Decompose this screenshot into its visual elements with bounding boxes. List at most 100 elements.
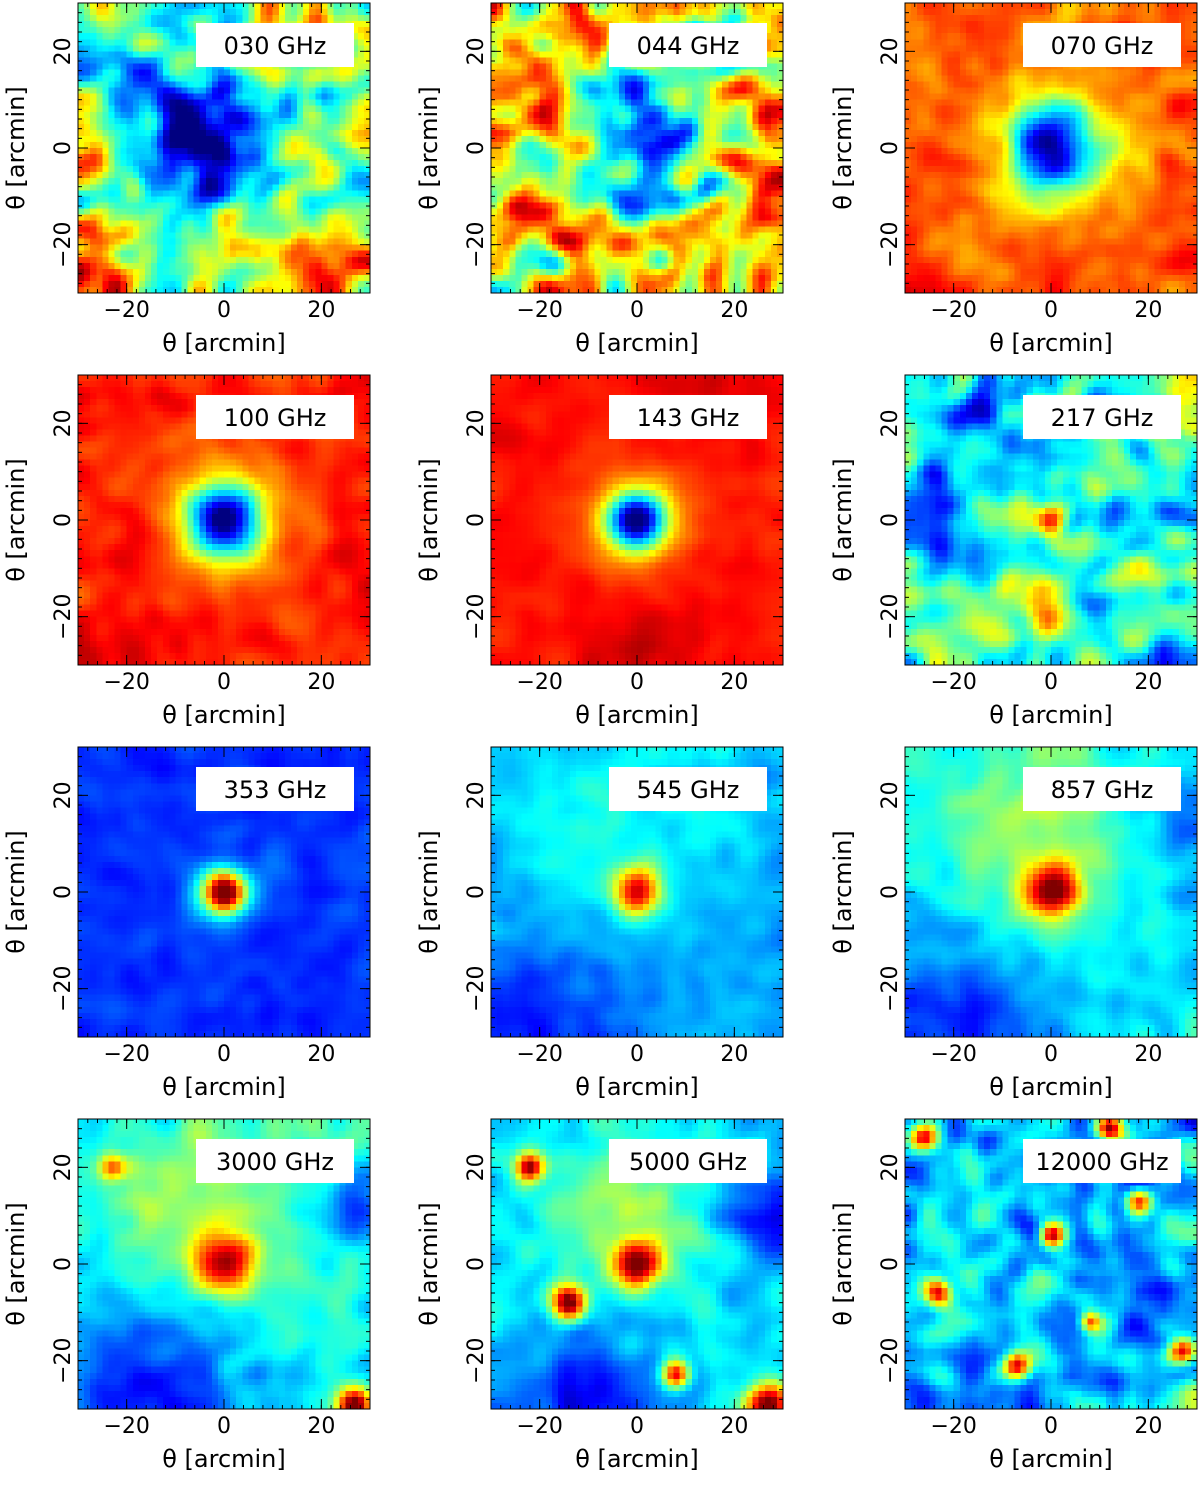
heatmap-cell bbox=[108, 51, 115, 58]
heatmap-cell bbox=[285, 118, 292, 125]
heatmap-cell bbox=[534, 45, 541, 52]
heatmap-cell bbox=[631, 257, 638, 264]
heatmap-cell bbox=[607, 269, 614, 276]
heatmap-cell bbox=[224, 178, 231, 185]
heatmap-cell bbox=[661, 233, 668, 240]
heatmap-cell bbox=[334, 190, 341, 197]
heatmap-cell bbox=[771, 15, 778, 22]
heatmap-cell bbox=[346, 130, 353, 137]
heatmap-cell bbox=[96, 39, 103, 46]
heatmap-cell bbox=[546, 148, 553, 155]
heatmap-cell bbox=[181, 263, 188, 270]
heatmap-cell bbox=[649, 82, 656, 89]
heatmap-cell bbox=[346, 263, 353, 270]
heatmap-cell bbox=[285, 112, 292, 119]
heatmap-cell bbox=[163, 227, 170, 234]
heatmap-cell bbox=[674, 166, 681, 173]
heatmap-cell bbox=[321, 196, 328, 203]
heatmap-cell bbox=[692, 275, 699, 282]
heatmap-cell bbox=[315, 257, 322, 264]
heatmap-cell bbox=[619, 233, 626, 240]
heatmap-cell bbox=[771, 166, 778, 173]
heatmap-cell bbox=[570, 239, 577, 246]
heatmap-cell bbox=[133, 202, 140, 209]
heatmap-cell bbox=[242, 208, 249, 215]
heatmap-cell bbox=[309, 221, 316, 228]
heatmap-cell bbox=[570, 88, 577, 95]
heatmap-cell bbox=[291, 251, 298, 258]
heatmap-cell bbox=[340, 148, 347, 155]
heatmap-cell bbox=[321, 251, 328, 258]
heatmap-cell bbox=[680, 15, 687, 22]
heatmap-cell bbox=[261, 148, 268, 155]
heatmap-cell bbox=[515, 233, 522, 240]
heatmap-cell bbox=[303, 9, 310, 16]
heatmap-cell bbox=[303, 178, 310, 185]
heatmap-cell bbox=[625, 136, 632, 143]
heatmap-cell bbox=[771, 245, 778, 252]
heatmap-cell bbox=[218, 178, 225, 185]
heatmap-cell bbox=[133, 142, 140, 149]
heatmap-cell bbox=[267, 172, 274, 179]
heatmap-cell bbox=[601, 3, 608, 10]
heatmap-cell bbox=[686, 124, 693, 131]
heatmap-cell bbox=[515, 124, 522, 131]
heatmap-cell bbox=[218, 76, 225, 83]
heatmap-cell bbox=[576, 166, 583, 173]
heatmap-cell bbox=[139, 257, 146, 264]
heatmap-cell bbox=[90, 251, 97, 258]
heatmap-cell bbox=[747, 112, 754, 119]
heatmap-cell bbox=[200, 142, 207, 149]
heatmap-cell bbox=[96, 160, 103, 167]
heatmap-cell bbox=[674, 142, 681, 149]
heatmap-cell bbox=[279, 130, 286, 137]
heatmap-cell bbox=[346, 136, 353, 143]
heatmap-cell bbox=[534, 239, 541, 246]
heatmap-cell bbox=[115, 51, 122, 58]
heatmap-cell bbox=[139, 45, 146, 52]
heatmap-cell bbox=[552, 69, 559, 76]
heatmap-cell bbox=[181, 82, 188, 89]
heatmap-cell bbox=[121, 184, 128, 191]
heatmap-cell bbox=[594, 142, 601, 149]
heatmap-cell bbox=[607, 202, 614, 209]
heatmap-cell bbox=[248, 142, 255, 149]
heatmap-cell bbox=[236, 269, 243, 276]
heatmap-cell bbox=[607, 160, 614, 167]
heatmap-cell bbox=[102, 160, 109, 167]
heatmap-cell bbox=[212, 263, 219, 270]
heatmap-cell bbox=[582, 166, 589, 173]
heatmap-cell bbox=[655, 208, 662, 215]
heatmap-cell bbox=[236, 172, 243, 179]
heatmap-cell bbox=[643, 269, 650, 276]
heatmap-cell bbox=[102, 100, 109, 107]
heatmap-cell bbox=[121, 251, 128, 258]
heatmap-cell bbox=[236, 76, 243, 83]
heatmap-cell bbox=[753, 130, 760, 137]
heatmap-cell bbox=[728, 202, 735, 209]
heatmap-cell bbox=[540, 154, 547, 161]
heatmap-cell bbox=[722, 142, 729, 149]
heatmap-cell bbox=[297, 130, 304, 137]
heatmap-cell bbox=[321, 69, 328, 76]
heatmap-cell bbox=[686, 245, 693, 252]
heatmap-cell bbox=[613, 184, 620, 191]
heatmap-cell bbox=[127, 239, 134, 246]
heatmap-cell bbox=[273, 281, 280, 288]
heatmap-cell bbox=[181, 172, 188, 179]
heatmap-cell bbox=[649, 184, 656, 191]
heatmap-cell bbox=[358, 184, 365, 191]
heatmap-cell bbox=[631, 269, 638, 276]
heatmap-cell bbox=[157, 281, 164, 288]
heatmap-cell bbox=[242, 9, 249, 16]
heatmap-cell bbox=[346, 269, 353, 276]
heatmap-cell bbox=[704, 154, 711, 161]
heatmap-cell bbox=[643, 166, 650, 173]
heatmap-cell bbox=[297, 148, 304, 155]
heatmap-cell bbox=[181, 88, 188, 95]
heatmap-cell bbox=[230, 208, 237, 215]
heatmap-cell bbox=[594, 39, 601, 46]
heatmap-cell bbox=[935, 3, 942, 10]
heatmap-cell bbox=[534, 196, 541, 203]
heatmap-cell bbox=[200, 196, 207, 203]
